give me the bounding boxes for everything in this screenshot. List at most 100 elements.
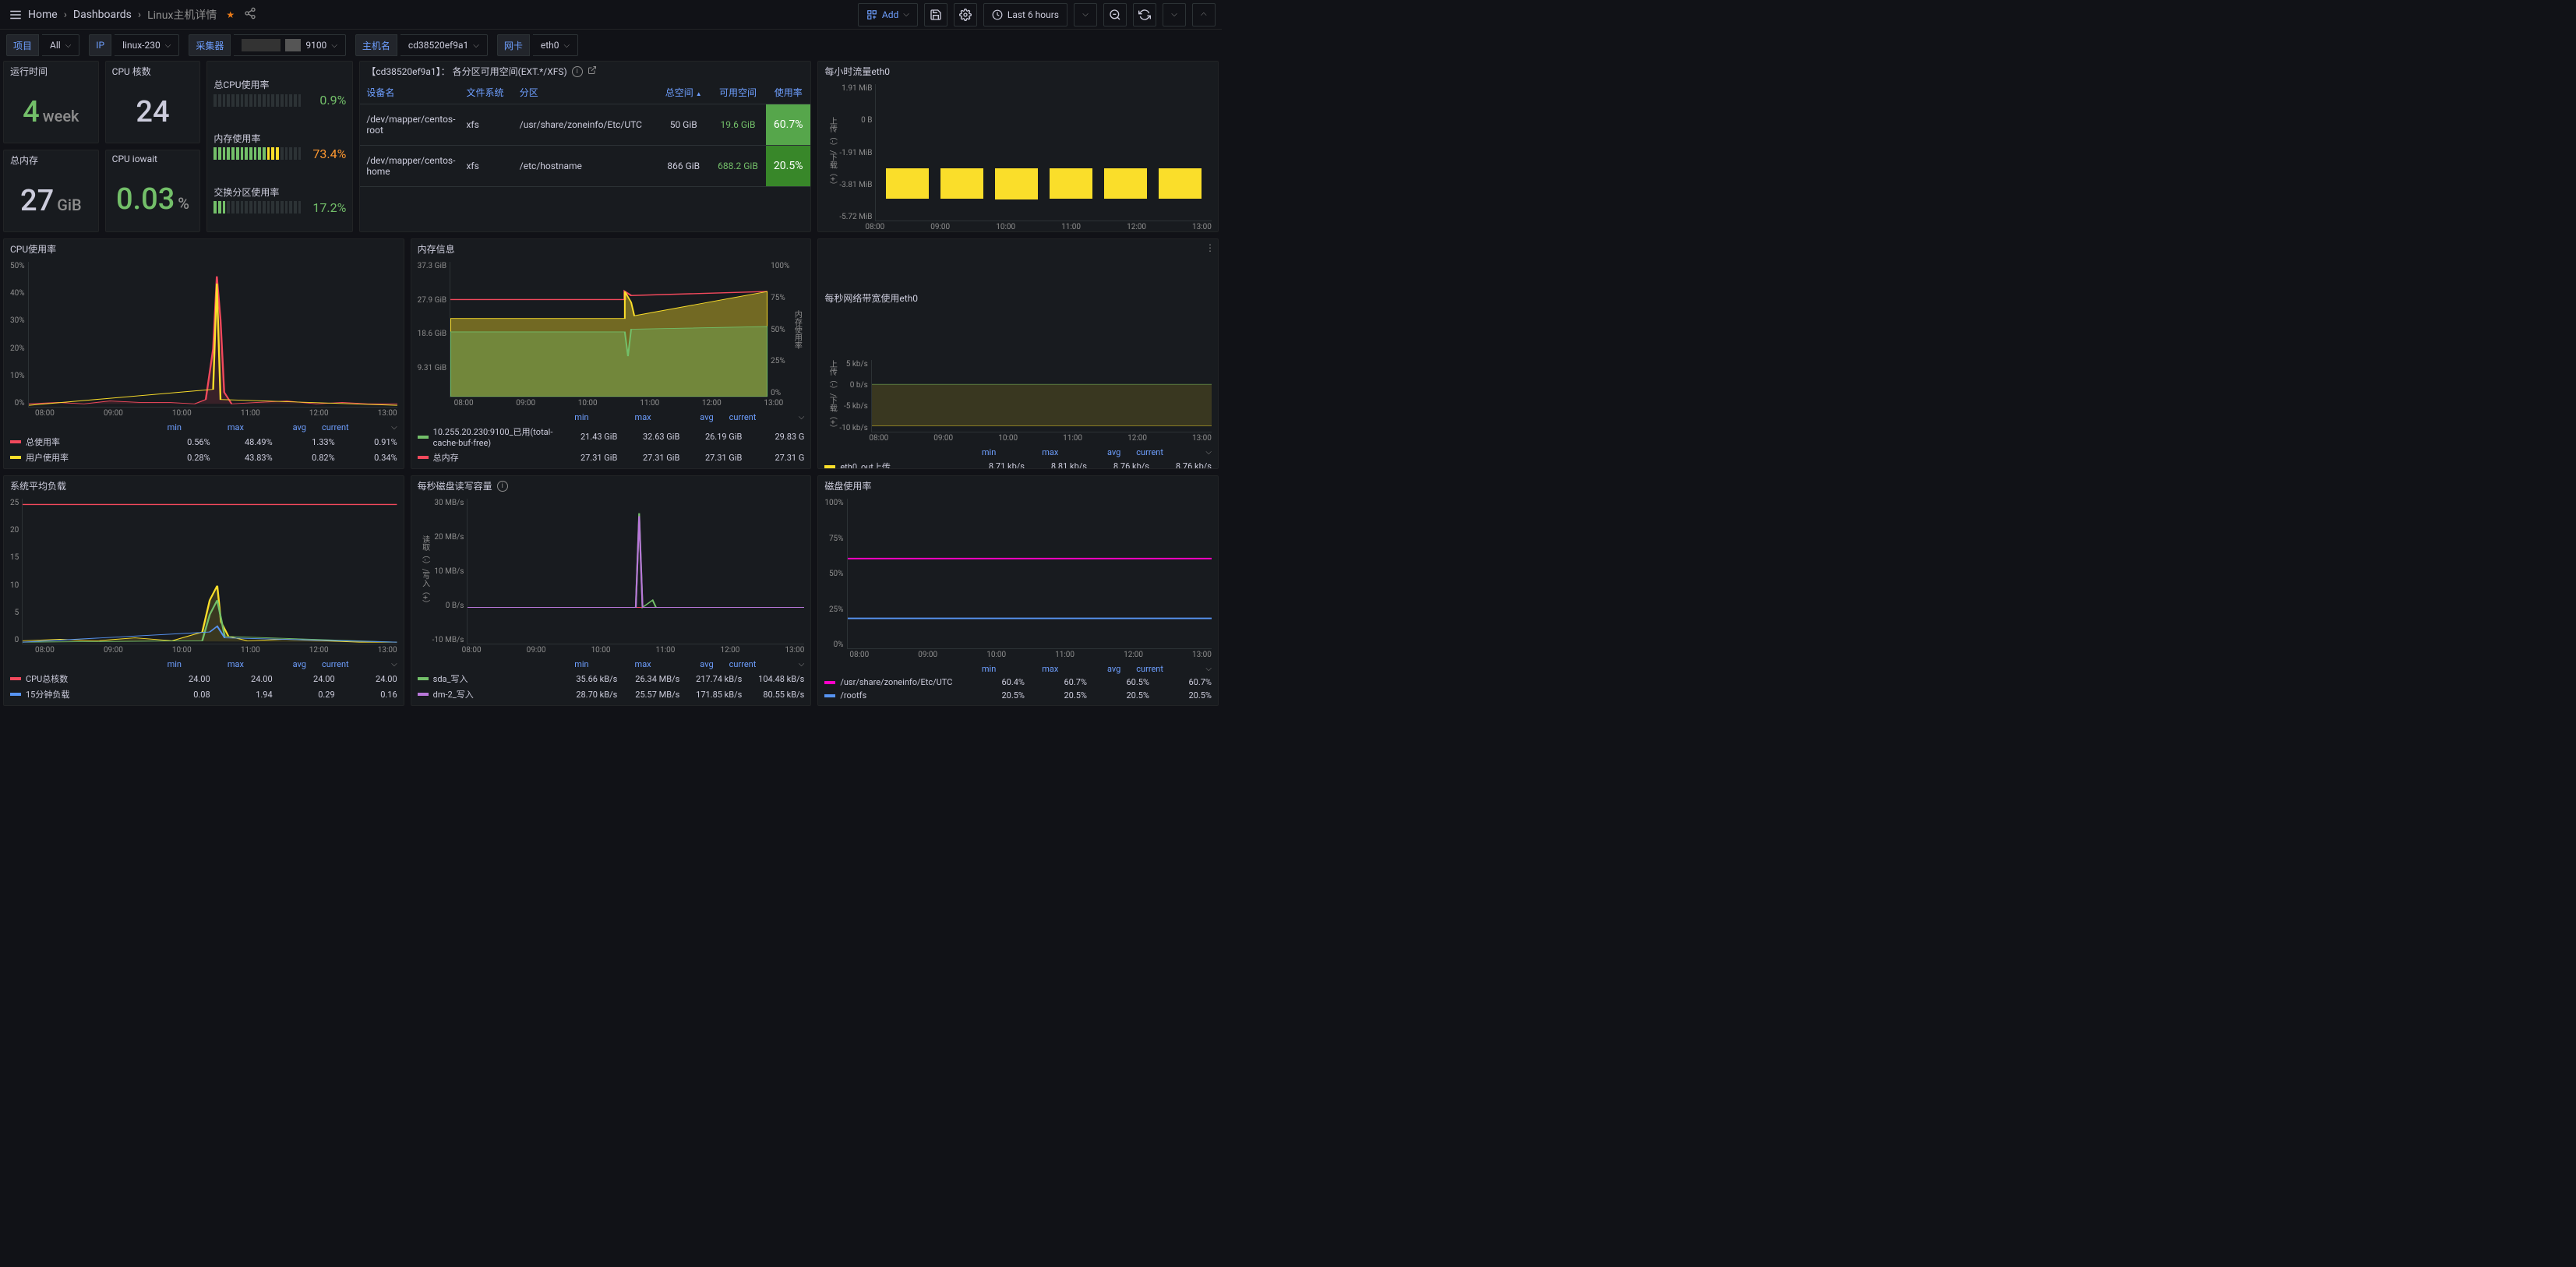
panel-disk-usage[interactable]: 磁盘使用率 100%75%50%25%0% 08:0009:0010:0011:…	[817, 475, 1219, 706]
panel-title: CPU iowait	[106, 150, 200, 168]
breadcrumb-dashboards[interactable]: Dashboards	[73, 9, 132, 21]
var-nic[interactable]: eth0⌵	[533, 34, 578, 56]
breadcrumb-home[interactable]: Home	[28, 9, 58, 21]
refresh-button[interactable]	[1133, 3, 1156, 26]
legend-header[interactable]: max	[605, 659, 651, 669]
table-header[interactable]: 总空间 ▲	[658, 81, 710, 104]
table-header[interactable]: 分区	[513, 81, 658, 104]
legend-row[interactable]: /rootfs 20.5%20.5%20.5%20.5%	[824, 689, 1212, 702]
panel-title: CPU使用率	[4, 239, 404, 259]
legend-header[interactable]: min	[542, 659, 589, 669]
legend-header[interactable]: max	[197, 422, 244, 432]
star-icon[interactable]: ★	[226, 9, 235, 20]
refresh-chevron-button[interactable]: ⌵	[1163, 3, 1186, 26]
time-range-button[interactable]: Last 6 hours	[983, 3, 1067, 26]
panel-gauges[interactable]: 总CPU使用率 0.9%内存使用率 73.4%交换分区使用率 17.2%	[206, 61, 353, 232]
legend-header[interactable]: avg	[259, 422, 306, 432]
var-hostname[interactable]: cd38520ef9a1⌵	[401, 34, 488, 56]
legend-swatch	[824, 465, 835, 468]
var-project[interactable]: All⌵	[42, 34, 79, 56]
var-collector[interactable]: 9100⌵	[234, 34, 346, 56]
settings-button[interactable]	[954, 3, 977, 26]
table-header[interactable]: 可用空间	[710, 81, 766, 104]
topbar-right: Add ⌵ Last 6 hours ⌵ ⌵ ⌵	[858, 3, 1216, 26]
panel-menu-icon[interactable]: ⋮	[1205, 242, 1215, 253]
legend-header[interactable]: max	[197, 659, 244, 669]
legend-header[interactable]: max	[1011, 664, 1058, 674]
legend-header[interactable]: avg	[1074, 447, 1120, 457]
legend-swatch	[824, 681, 835, 684]
legend-header[interactable]: avg	[667, 659, 714, 669]
panel-title: 总内存	[4, 150, 98, 170]
topbar-left: Home › Dashboards › Linux主机详情 ★	[6, 5, 858, 24]
panel-partitions[interactable]: 【cd38520ef9a1】： 各分区可用空间(EXT.*/XFS) i 设备名…	[359, 61, 811, 232]
bar	[1159, 168, 1202, 199]
panel-cpu-usage[interactable]: CPU使用率 50%40%30%20%10%0% 08:0009:0010:00…	[3, 238, 404, 469]
legend-row[interactable]: 15分钟负载 0.081.940.290.16	[10, 686, 397, 702]
legend-header[interactable]: min	[542, 412, 589, 422]
legend-row[interactable]: 总内存 27.31 GiB27.31 GiB27.31 GiB27.31 G	[418, 450, 805, 465]
panel-net-bw[interactable]: 每秒网络带宽使用eth0 ⋮ 上传（-）/下载（+） 5 kb/s0 b/s-5…	[817, 238, 1219, 469]
panel-mem-info[interactable]: 内存信息 37.3 GiB27.9 GiB18.6 GiB9.31 GiB 10…	[411, 238, 812, 469]
legend-row[interactable]: 10.255.20.230:9100_已用(total-cache-buf-fr…	[418, 424, 805, 450]
table-header[interactable]: 设备名	[360, 81, 460, 104]
collapse-button[interactable]: ⌵	[1192, 3, 1216, 26]
panel-cpu-cores[interactable]: CPU 核数 24	[105, 61, 201, 143]
legend-header[interactable]: current ⌵	[1136, 664, 1212, 674]
external-link-icon[interactable]	[588, 65, 597, 77]
var-ip[interactable]: linux-230⌵	[115, 34, 179, 56]
legend-name: 总使用率	[26, 436, 164, 448]
info-icon[interactable]: i	[572, 66, 583, 77]
share-icon[interactable]	[244, 7, 256, 22]
stat-mem-value: 27GiB	[20, 184, 82, 218]
panel-hourly-traffic[interactable]: 每小时流量eth0 上传（-）/下载（+） 1.91 MiB0 B-1.91 M…	[817, 61, 1219, 232]
legend-swatch	[10, 440, 21, 443]
legend-header[interactable]: min	[135, 659, 182, 669]
legend-row[interactable]: sda_写入 35.66 kB/s26.34 MB/s217.74 kB/s10…	[418, 671, 805, 686]
add-button[interactable]: Add ⌵	[858, 3, 918, 26]
time-chevron-button[interactable]: ⌵	[1074, 3, 1097, 26]
legend-name: 总内存	[433, 451, 571, 464]
legend-header[interactable]: current ⌵	[322, 422, 397, 432]
panel-load-avg[interactable]: 系统平均负载 2520151050 08:0009:0010:0011:0012…	[3, 475, 404, 706]
legend-header[interactable]: max	[605, 412, 651, 422]
legend-header[interactable]: current ⌵	[729, 659, 805, 669]
legend-row[interactable]: 用户使用率 0.28%43.83%0.82%0.34%	[10, 450, 397, 465]
legend-header[interactable]: min	[949, 664, 996, 674]
variable-bar: 项目 All⌵ IP linux-230⌵ 采集器 9100⌵ 主机名 cd38…	[0, 30, 1222, 61]
gauge-label: 总CPU使用率	[213, 78, 346, 91]
legend-row[interactable]: eth0_out上传 8.71 kb/s8.81 kb/s8.76 kb/s8.…	[824, 459, 1212, 468]
legend-header[interactable]: current ⌵	[729, 412, 805, 422]
table-header[interactable]: 文件系统	[460, 81, 513, 104]
legend-header[interactable]: avg	[259, 659, 306, 669]
legend-header[interactable]: current ⌵	[1136, 447, 1212, 457]
zoom-out-button[interactable]	[1103, 3, 1127, 26]
menu-icon[interactable]	[6, 5, 25, 24]
legend-name: /usr/share/zoneinfo/Etc/UTC	[840, 677, 978, 687]
legend-header[interactable]: max	[1011, 447, 1058, 457]
bar	[886, 168, 929, 199]
legend-header[interactable]: current ⌵	[322, 659, 397, 669]
panel-disk-rw[interactable]: 每秒磁盘读写容量i 读取（-）/写入（+） 30 MB/s20 MB/s10 M…	[411, 475, 812, 706]
legend-swatch	[10, 677, 21, 680]
gauge-value: 17.2%	[307, 200, 346, 215]
panel-iowait[interactable]: CPU iowait 0.03%	[105, 150, 201, 232]
gauge-value: 0.9%	[307, 93, 346, 108]
table-header[interactable]: 使用率	[766, 81, 810, 104]
info-icon[interactable]: i	[497, 481, 508, 492]
panel-total-mem[interactable]: 总内存 27GiB	[3, 150, 99, 232]
legend-header[interactable]: min	[949, 447, 996, 457]
legend-row[interactable]: 总使用率 0.56%48.49%1.33%0.91%	[10, 434, 397, 450]
gauge-value: 73.4%	[307, 146, 346, 161]
legend-row[interactable]: CPU总核数 24.0024.0024.0024.00	[10, 671, 397, 686]
panel-title: 系统平均负载	[4, 476, 404, 496]
chart-area	[450, 262, 768, 397]
legend-header[interactable]: min	[135, 422, 182, 432]
panel-uptime[interactable]: 运行时间 4week	[3, 61, 99, 143]
legend-header[interactable]: avg	[1074, 664, 1120, 674]
legend-header[interactable]: avg	[667, 412, 714, 422]
bar	[940, 168, 983, 199]
legend-row[interactable]: /usr/share/zoneinfo/Etc/UTC 60.4%60.7%60…	[824, 676, 1212, 689]
save-button[interactable]	[924, 3, 947, 26]
legend-row[interactable]: dm-2_写入 28.70 kB/s25.57 MB/s171.85 kB/s8…	[418, 686, 805, 702]
